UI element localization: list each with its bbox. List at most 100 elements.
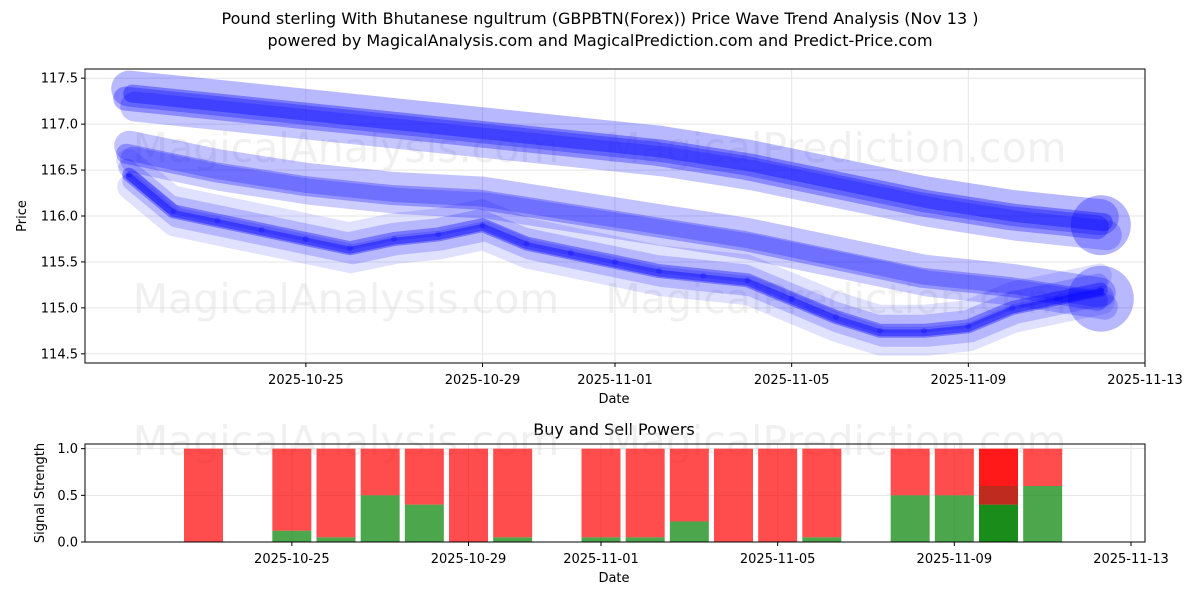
buy-bar — [404, 504, 444, 542]
y-tick-label: 0.5 — [57, 489, 78, 504]
main-xlabel: Date — [598, 392, 629, 407]
lower-band-stroke — [120, 146, 1118, 320]
wave-line — [122, 170, 1114, 347]
watermark: MagicalAnalysis.com — [133, 275, 560, 323]
y-tick-label: 117.5 — [41, 72, 78, 87]
sub-plot-area — [184, 448, 1063, 542]
buy-bar — [360, 495, 400, 542]
sell-bar — [581, 448, 621, 538]
y-tick-label: 115.5 — [41, 255, 78, 270]
x-tick-label: 2025-11-01 — [563, 552, 639, 567]
sell-bar — [1023, 448, 1063, 486]
y-tick-label: 116.0 — [41, 210, 78, 225]
lower-band-stroke — [116, 143, 1108, 311]
main-watermarks: MagicalAnalysis.com MagicalPrediction.com… — [133, 124, 1067, 323]
wave-point — [347, 245, 353, 252]
sell-bar — [493, 448, 533, 538]
wave-point — [126, 171, 133, 178]
wave-point — [612, 258, 618, 265]
sell-bar — [934, 448, 974, 496]
x-tick-label: 2025-10-29 — [431, 552, 507, 567]
wave-point — [788, 295, 795, 302]
y-tick-label: 0.0 — [57, 536, 78, 551]
sub-title: Buy and Sell Powers — [533, 420, 695, 439]
wave-point — [700, 272, 707, 279]
upper-band-stroke — [111, 70, 1119, 236]
watermark: MagicalPrediction.com — [605, 275, 1066, 323]
y-tick-label: 1.0 — [57, 442, 78, 457]
buy-bar — [890, 495, 930, 542]
wave-line — [122, 167, 1108, 338]
wave-point — [302, 235, 309, 242]
upper-band-stroke — [113, 86, 1109, 240]
main-plot-area — [111, 70, 1134, 356]
x-tick-label: 2025-11-09 — [931, 373, 1007, 388]
sub-axes-frame — [84, 443, 1146, 543]
main-gridlines — [85, 69, 1146, 363]
x-tick-label: 2025-11-05 — [754, 373, 830, 388]
wave-point — [479, 222, 486, 229]
x-tick-label: 2025-11-01 — [577, 373, 653, 388]
wave-point — [832, 314, 839, 321]
overlap-bar — [979, 486, 1018, 505]
x-tick-label: 2025-10-25 — [268, 373, 344, 388]
sell-bar — [449, 448, 488, 542]
buy-bar — [1023, 486, 1063, 542]
x-tick-label: 2025-11-05 — [740, 552, 816, 567]
buy-bar — [493, 537, 533, 542]
sell-bar — [272, 448, 312, 531]
x-tick-label: 2025-11-09 — [917, 552, 993, 567]
wave-point — [1097, 286, 1104, 293]
sell-bar — [316, 448, 356, 538]
sell-bar — [360, 448, 400, 496]
y-tick-label: 116.5 — [41, 164, 78, 179]
wave-point — [435, 231, 442, 238]
upper-band-stroke — [120, 91, 1122, 251]
wave-point — [258, 226, 265, 233]
sell-bar — [890, 448, 930, 496]
sub-ticks: 0.0 0.5 1.0 2025-10-25 2025-10-29 2025-11-01 2… — [57, 442, 1168, 567]
x-tick-label: 2025-10-25 — [254, 552, 330, 567]
buy-bar — [979, 504, 1018, 542]
wave-line — [117, 173, 1115, 356]
watermark: MagicalPrediction.com — [605, 124, 1066, 172]
y-tick-label: 115.0 — [41, 301, 78, 316]
upper-band-end-cap — [1070, 195, 1131, 256]
wave-point — [877, 327, 883, 334]
sell-bar — [625, 448, 665, 538]
wave-point — [391, 235, 398, 242]
upper-band-stroke — [123, 84, 1113, 232]
wave-point — [567, 249, 574, 256]
sub-xlabel: Date — [598, 571, 629, 586]
sell-bar — [714, 448, 753, 542]
wave-point — [965, 323, 972, 330]
x-tick-label: 2025-11-13 — [1093, 552, 1169, 567]
buy-bar — [669, 521, 709, 542]
sell-bar — [802, 448, 842, 538]
sell-bar — [184, 448, 223, 542]
wave-point — [170, 208, 177, 215]
wave-point — [523, 240, 530, 247]
buy-bar — [581, 537, 621, 542]
wave-point — [921, 327, 928, 334]
main-ticks: 114.5 115.0 115.5 116.0 116.5 117.0 117.5 2025-… — [41, 72, 1183, 388]
x-tick-label: 2025-11-13 — [1107, 373, 1183, 388]
lower-band-stroke — [114, 130, 1116, 308]
wave-point — [214, 217, 221, 224]
wave-point — [656, 268, 663, 275]
buy-bar — [272, 530, 312, 542]
sell-bar — [758, 448, 798, 542]
sell-bar — [669, 448, 709, 522]
wave-line — [125, 173, 1105, 337]
buy-bar — [625, 537, 665, 542]
chart-title: Pound sterling With Bhutanese ngultrum (… — [221, 9, 979, 28]
wave-line — [116, 148, 1112, 329]
buy-bar — [934, 495, 974, 542]
wave-point — [1009, 304, 1016, 311]
wave-point — [1053, 295, 1060, 302]
buy-bar — [802, 537, 842, 542]
lower-band-end-cap — [1067, 265, 1134, 332]
y-tick-label: 117.0 — [41, 118, 78, 133]
chart-subtitle: powered by MagicalAnalysis.com and Magic… — [267, 31, 933, 50]
